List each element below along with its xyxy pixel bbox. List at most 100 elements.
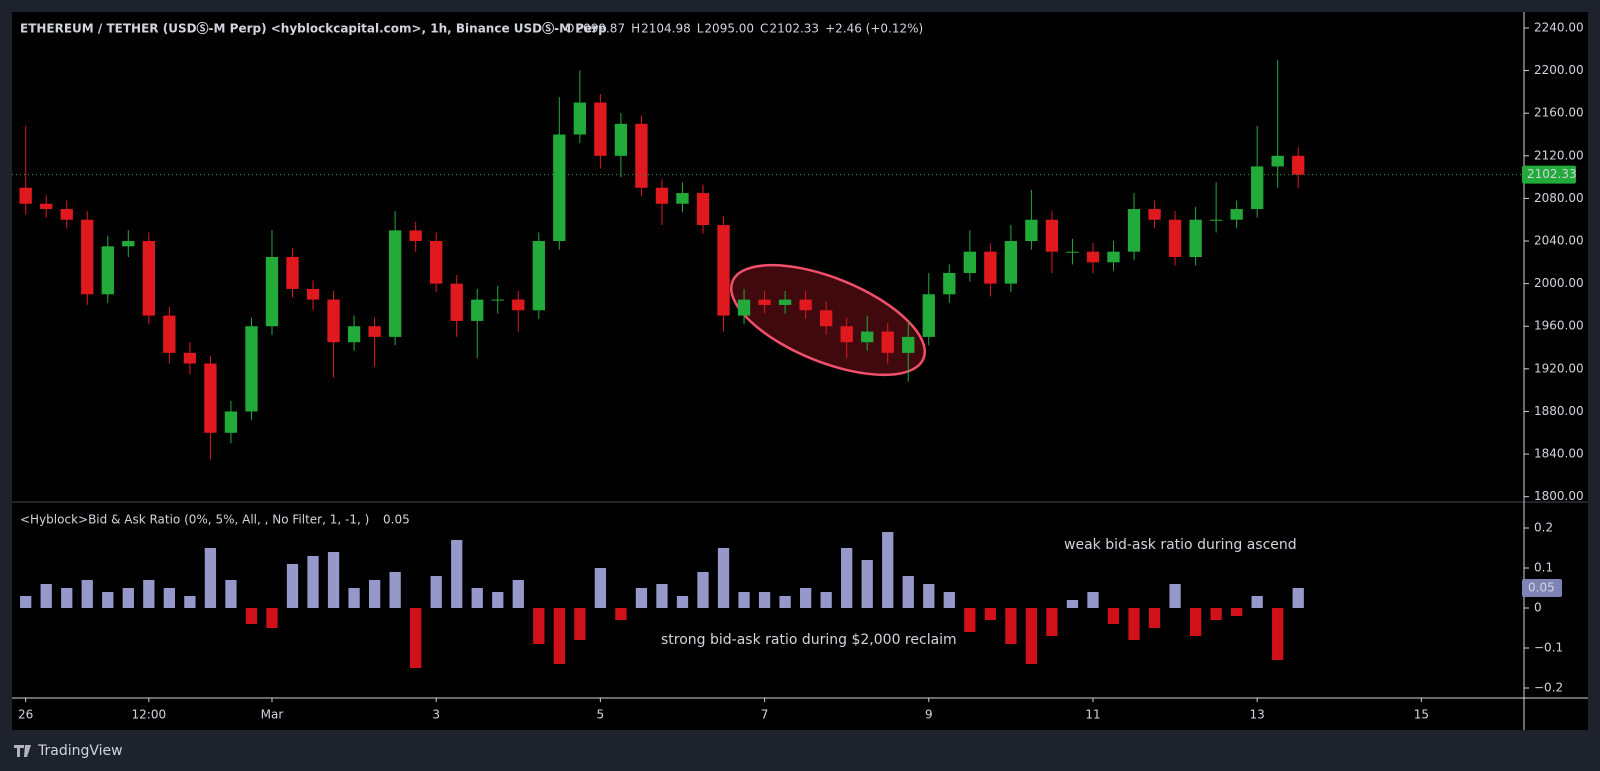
candle-body bbox=[1189, 219, 1202, 257]
x-tick-label: 12:00 bbox=[132, 708, 167, 722]
histogram-bar bbox=[1046, 608, 1058, 636]
candle-body bbox=[265, 257, 279, 327]
candle-body bbox=[737, 299, 751, 316]
histogram-bar bbox=[779, 596, 791, 608]
candle-body bbox=[163, 315, 176, 353]
histogram-bar bbox=[861, 560, 873, 608]
histogram-bar bbox=[1025, 608, 1038, 664]
histogram-bar bbox=[799, 588, 812, 608]
histogram-bar bbox=[1128, 608, 1140, 640]
ohlc-key: C bbox=[760, 22, 768, 36]
histogram-bar bbox=[81, 580, 93, 608]
histogram-bar bbox=[492, 592, 504, 608]
histogram-bar bbox=[656, 584, 668, 608]
histogram-bar bbox=[122, 588, 134, 608]
y-tick-label: 0.2 bbox=[1534, 521, 1553, 535]
histogram-bar bbox=[635, 588, 648, 608]
ohlc-value: 2099.87 bbox=[575, 22, 625, 36]
annotation: strong bid-ask ratio during $2,000 recla… bbox=[661, 632, 957, 648]
x-tick-label: 5 bbox=[597, 708, 605, 722]
candle-body bbox=[1066, 251, 1079, 253]
histogram-bar bbox=[1251, 596, 1263, 608]
histogram-bar bbox=[184, 596, 196, 608]
candle-body bbox=[594, 102, 607, 156]
last-price-label: 2102.33 bbox=[1527, 167, 1577, 181]
histogram-bar bbox=[923, 584, 935, 608]
candle-body bbox=[224, 411, 238, 433]
histogram-bar bbox=[410, 608, 422, 668]
x-tick-label: 7 bbox=[761, 708, 769, 722]
histogram-bar bbox=[717, 548, 730, 608]
y-tick-label: 2000.00 bbox=[1534, 276, 1584, 290]
candle-body bbox=[984, 251, 997, 284]
candle-body bbox=[861, 331, 874, 343]
y-tick-label: 2240.00 bbox=[1534, 20, 1584, 34]
histogram-bar bbox=[1005, 608, 1017, 644]
candle-body bbox=[1086, 251, 1100, 263]
candle-body bbox=[512, 299, 525, 311]
histogram-bar bbox=[1107, 608, 1120, 624]
candle-body bbox=[142, 241, 155, 316]
histogram-bar bbox=[1066, 600, 1079, 608]
candle-body bbox=[1292, 155, 1305, 175]
candle-body bbox=[902, 336, 915, 353]
histogram-bar bbox=[964, 608, 976, 632]
candle-body bbox=[101, 246, 114, 295]
candle-body bbox=[245, 326, 258, 412]
candle-body bbox=[409, 230, 422, 242]
histogram-bar bbox=[1210, 608, 1222, 620]
histogram-bar bbox=[1292, 588, 1304, 608]
x-tick-label: 11 bbox=[1085, 708, 1100, 722]
candle-body bbox=[19, 187, 32, 204]
candle-body bbox=[881, 331, 894, 353]
candle-body bbox=[717, 225, 730, 316]
candle-body bbox=[81, 219, 94, 295]
price-change: +2.46 (+0.12%) bbox=[825, 22, 923, 36]
histogram-bar bbox=[430, 576, 442, 608]
histogram-bar bbox=[1087, 592, 1099, 608]
candle-body bbox=[388, 230, 402, 337]
histogram-bar bbox=[61, 588, 73, 608]
candle-body bbox=[758, 299, 771, 305]
histogram-bar bbox=[225, 580, 237, 608]
candle-body bbox=[1230, 209, 1243, 220]
x-tick-label: 3 bbox=[432, 708, 440, 722]
candle-body bbox=[183, 352, 197, 364]
last-price-box bbox=[1522, 165, 1576, 184]
histogram-bar bbox=[943, 592, 955, 608]
histogram-bar bbox=[40, 584, 52, 608]
candle-body bbox=[1209, 219, 1223, 221]
histogram-bar bbox=[902, 576, 914, 608]
candle-body bbox=[122, 241, 135, 247]
histogram-bar bbox=[163, 588, 176, 608]
x-tick-label: 26 bbox=[18, 708, 33, 722]
candle-body bbox=[696, 193, 710, 226]
ohlc-key: L bbox=[697, 22, 704, 36]
candle-body bbox=[491, 299, 504, 301]
candle-body bbox=[1045, 219, 1059, 252]
histogram-bar bbox=[143, 580, 155, 608]
candle-body bbox=[1251, 166, 1264, 210]
candle-body bbox=[799, 299, 812, 311]
histogram-bar bbox=[451, 540, 463, 608]
histogram-bar bbox=[841, 548, 853, 608]
ohlc-value: 2095.00 bbox=[704, 22, 754, 36]
y-tick-label: 1920.00 bbox=[1534, 361, 1584, 375]
histogram-bar bbox=[1231, 608, 1243, 616]
y-tick-label: 2080.00 bbox=[1534, 191, 1584, 205]
candle-body bbox=[306, 288, 320, 300]
histogram-bar bbox=[1148, 608, 1161, 628]
last-value-label: 0.05 bbox=[1528, 581, 1555, 595]
y-tick-label: −0.2 bbox=[1534, 681, 1563, 695]
chart-title: ETHEREUM / TETHER (USDⓈ-M Perp) <hyblock… bbox=[20, 21, 607, 36]
candle-body bbox=[1168, 219, 1182, 257]
y-tick-label: 0.1 bbox=[1534, 561, 1553, 575]
candle-body bbox=[60, 209, 73, 220]
histogram-bar bbox=[738, 592, 750, 608]
candle-body bbox=[943, 272, 956, 295]
annotation: weak bid-ask ratio during ascend bbox=[1064, 537, 1297, 553]
histogram-bar bbox=[307, 556, 319, 608]
y-tick-label: 1840.00 bbox=[1534, 447, 1584, 461]
y-tick-label: 1800.00 bbox=[1534, 489, 1584, 503]
